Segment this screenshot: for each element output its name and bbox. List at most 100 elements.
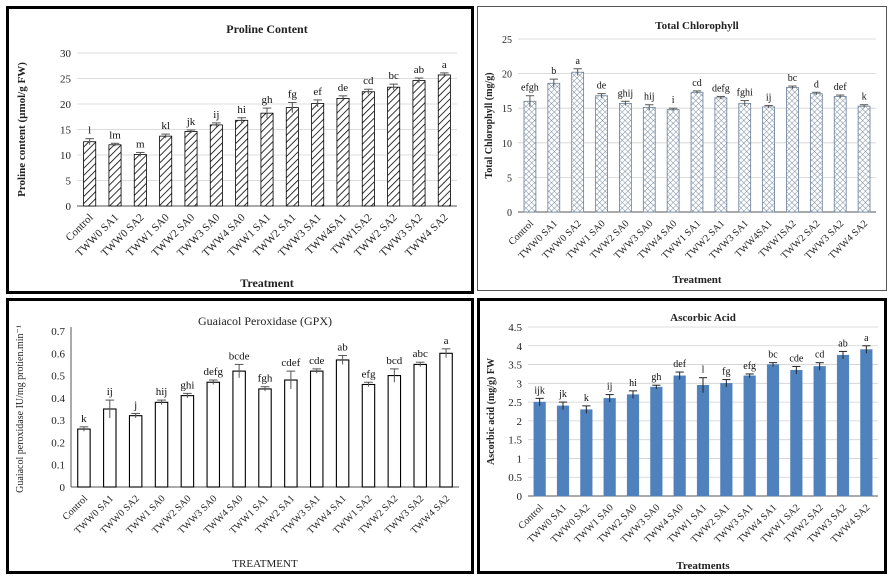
significance-label: m [136,138,145,150]
significance-label: i [672,95,675,106]
significance-label: bc [388,70,399,82]
significance-label: hij [644,92,655,103]
significance-label: a [864,333,869,344]
significance-label: kl [161,120,170,132]
bar [809,93,823,213]
ascorbic-chart: Ascorbic Acid00.511.522.533.544.5ijkCont… [486,312,878,572]
bar [738,102,752,213]
bar [650,386,663,497]
significance-label: defg [203,366,223,378]
significance-label: cdef [281,357,300,369]
significance-label: gh [262,94,274,106]
bar [232,370,246,488]
y-tick-label: 0 [507,208,512,219]
significance-label: ij [107,386,113,398]
y-tick-label: 3 [517,378,523,390]
significance-label: j [133,399,137,411]
significance-label: fg [722,367,730,378]
y-tick-label: 1 [517,453,523,465]
significance-label: efg [743,361,756,372]
significance-label: efgh [521,83,539,94]
y-tick-label: 20 [502,70,512,81]
bar [743,375,756,497]
bar [857,105,871,213]
significance-label: ij [213,109,219,121]
significance-label: bc [788,73,798,84]
significance-label: de [338,82,349,94]
bar [556,405,570,497]
bar [626,394,640,497]
chart-title: Guaiacol Peroxidase (GPX) [198,314,332,328]
chlorophyll-chart: Total Chlorophyll0510152025efghControlbT… [484,20,876,286]
ascorbic-panel: Ascorbic Acid 0 0.5 1 1.5 2 2.5 3 3.5 4 4.5 ijk Cont… [477,298,887,574]
bar [833,96,847,213]
bar [209,124,223,207]
significance-label: jk [186,116,196,128]
significance-label: ef [313,86,322,98]
significance-label: ghij [618,88,634,99]
proline-chart: Proline Content051015202530lControllmTWW… [16,22,457,290]
proline-panel: Proline Content 0 5 10 15 20 25 30 l Control lm TWW… [6,6,474,294]
bar [813,366,826,497]
bar [603,398,616,497]
significance-label: cd [363,75,374,87]
x-axis-label: Treatment [240,276,294,290]
significance-label: k [81,413,87,425]
bar [714,97,728,213]
bar [159,135,173,207]
x-axis-label: Treatments [676,560,730,572]
significance-label: ab [337,342,348,354]
y-tick-label: 25 [60,74,72,86]
significance-label: abc [413,348,428,360]
x-axis-label: Treatment [672,274,721,286]
bar [766,364,780,497]
y-tick-label: 0.3 [51,415,65,427]
significance-label: l [702,365,705,376]
y-tick-label: 4.5 [508,322,522,334]
y-tick-label: 15 [502,104,512,115]
chart-title: Proline Content [226,22,307,36]
bar [258,388,272,488]
significance-label: efg [361,368,376,380]
significance-label: bcd [386,355,402,367]
bar [580,409,593,497]
bar [547,82,561,213]
bar [77,428,91,488]
bar [439,352,453,488]
x-axis-label: TREATMENT [232,558,298,570]
bar [595,95,608,213]
y-tick-label: 0.4 [51,393,65,405]
chlorophyll-panel: Total Chlorophyll 0 5 10 15 20 25 efgh Control b T… [477,6,887,291]
y-tick-label: 30 [60,48,72,60]
bar [860,349,873,497]
y-tick-label: 0.5 [508,472,522,484]
bar [642,107,656,213]
bar [786,87,799,213]
bar [361,91,375,207]
bar [762,106,775,213]
y-tick-label: 3.5 [508,360,522,372]
significance-label: def [834,82,847,93]
significance-label: k [862,92,867,103]
y-tick-label: 15 [60,125,72,137]
bar [128,415,143,488]
bar [413,363,427,488]
y-tick-label: 4 [517,341,523,353]
bar [533,401,546,497]
significance-label: fg [288,88,298,100]
bar [437,74,451,207]
bar [720,383,733,497]
significance-label: a [442,59,447,71]
significance-label: de [597,81,607,92]
bar [133,154,147,207]
bar [285,107,299,207]
bar [361,383,376,488]
bar [309,370,324,488]
y-tick-label: 0.2 [51,437,65,449]
y-tick-label: 25 [502,35,512,46]
significance-label: jk [558,389,567,400]
bar [180,395,195,488]
significance-label: ij [766,92,772,103]
y-tick-label: 0.5 [51,371,65,383]
y-tick-label: 20 [60,99,72,111]
